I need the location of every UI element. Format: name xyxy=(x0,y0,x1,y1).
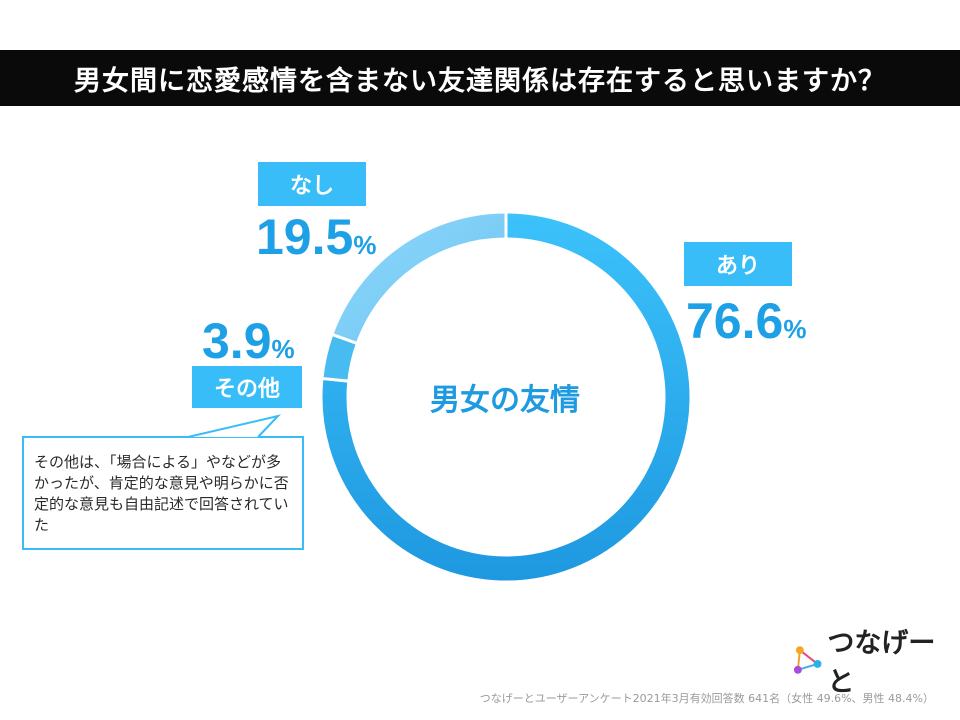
percent-unit: % xyxy=(271,334,295,364)
slice-label-ari: あり xyxy=(684,242,792,286)
percent-unit: % xyxy=(353,230,377,260)
logo: つなげーと xyxy=(792,628,960,698)
note-text: その他は、「場合による」やなどが多かったが、肯定的な意見や明らかに否定的な意見も… xyxy=(34,453,289,534)
percent-value: 19.5 xyxy=(256,209,354,265)
slice-percent-nashi: 19.5% xyxy=(256,212,376,262)
percent-value: 76.6 xyxy=(686,293,784,349)
slice-label-sonota: その他 xyxy=(192,366,302,408)
slice-percent-ari: 76.6% xyxy=(686,296,806,346)
chart-title: 男女間に恋愛感情を含まない友達関係は存在すると思いますか？ xyxy=(0,50,960,106)
center-label: 男女の友情 xyxy=(430,383,580,418)
slice-label-nashi: なし xyxy=(258,162,366,206)
percent-value: 3.9 xyxy=(202,313,272,369)
percent-unit: % xyxy=(783,314,807,344)
slice-percent-sonota: 3.9% xyxy=(202,316,295,366)
slice-ari xyxy=(319,210,693,584)
logo-text: つなげーと xyxy=(827,628,936,698)
footnote: つなげーとユーザーアンケート2021年3月有効回答数 641名（女性 49.6%… xyxy=(479,692,934,705)
slice-nashi xyxy=(330,210,508,346)
note-callout: その他は、「場合による」やなどが多かったが、肯定的な意見や明らかに否定的な意見も… xyxy=(22,436,304,550)
network-nodes-icon xyxy=(793,646,822,674)
